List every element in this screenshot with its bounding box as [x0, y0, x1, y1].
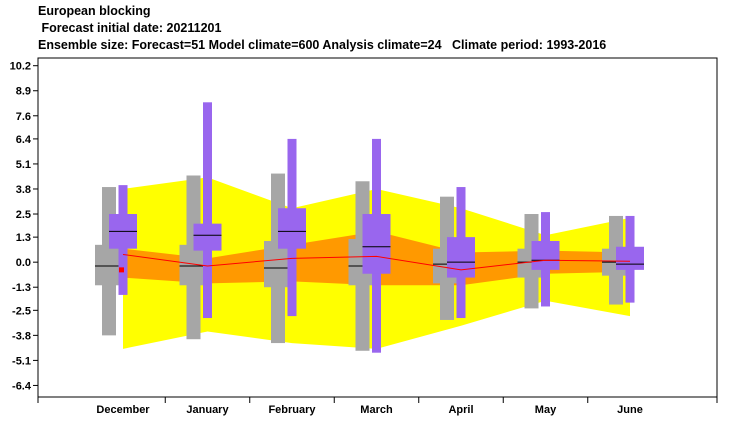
climate-median-line: [122, 253, 631, 271]
x-tick-label: January: [186, 404, 229, 416]
y-tick-label: 6.4: [16, 134, 32, 146]
x-tick-label: March: [360, 404, 393, 416]
x-tick-label: April: [448, 404, 473, 416]
analysis-marker: [119, 267, 124, 273]
x-axis: December January February March April May June: [37, 397, 718, 416]
y-tick-label: 3.8: [16, 184, 31, 196]
y-tick-label: -2.5: [12, 305, 31, 317]
analysis-box-0-iqr: [95, 244, 123, 286]
forecast-box-6-iqr: [616, 246, 644, 270]
y-tick-label: -1.3: [12, 282, 31, 294]
y-tick-label: 7.6: [16, 111, 31, 123]
forecast-box-3-iqr: [362, 214, 391, 274]
x-tick-label: February: [268, 404, 316, 416]
x-tick-label: December: [96, 404, 150, 416]
y-tick-label: 8.9: [16, 86, 31, 98]
y-axis: 10.2 8.9 7.6 6.4 5.1 3.8 2.5 1.3 0.0 -1.3 -2.5 -3.8…: [10, 61, 38, 392]
forecast-box-5-iqr: [531, 240, 560, 270]
chart-title: European blocking: [38, 4, 151, 18]
plot-frame: [37, 57, 718, 398]
y-tick-label: 5.1: [16, 159, 31, 171]
chart-subtitle-1: Forecast initial date: 20211201: [38, 21, 222, 35]
forecast-box-2-iqr: [278, 208, 306, 249]
x-tick-label: June: [617, 404, 643, 416]
forecast-box-1-iqr: [193, 223, 222, 251]
title-block: European blocking Forecast initial date:…: [38, 3, 606, 54]
y-tick-label: 2.5: [16, 209, 31, 221]
forecast-box-4-iqr: [447, 237, 475, 278]
y-tick-label: 0.0: [16, 257, 31, 269]
median-line-layer: [119, 253, 631, 273]
y-tick-label: -5.1: [12, 355, 31, 367]
y-tick-label: -3.8: [12, 330, 31, 342]
y-tick-label: -6.4: [12, 380, 32, 392]
x-tick-label: May: [535, 404, 557, 416]
y-tick-label: 1.3: [16, 232, 31, 244]
chart-subtitle-2: Ensemble size: Forecast=51 Model climate…: [38, 38, 607, 52]
forecast-box-1-whisker: [203, 102, 212, 319]
y-tick-label: 10.2: [10, 61, 31, 73]
